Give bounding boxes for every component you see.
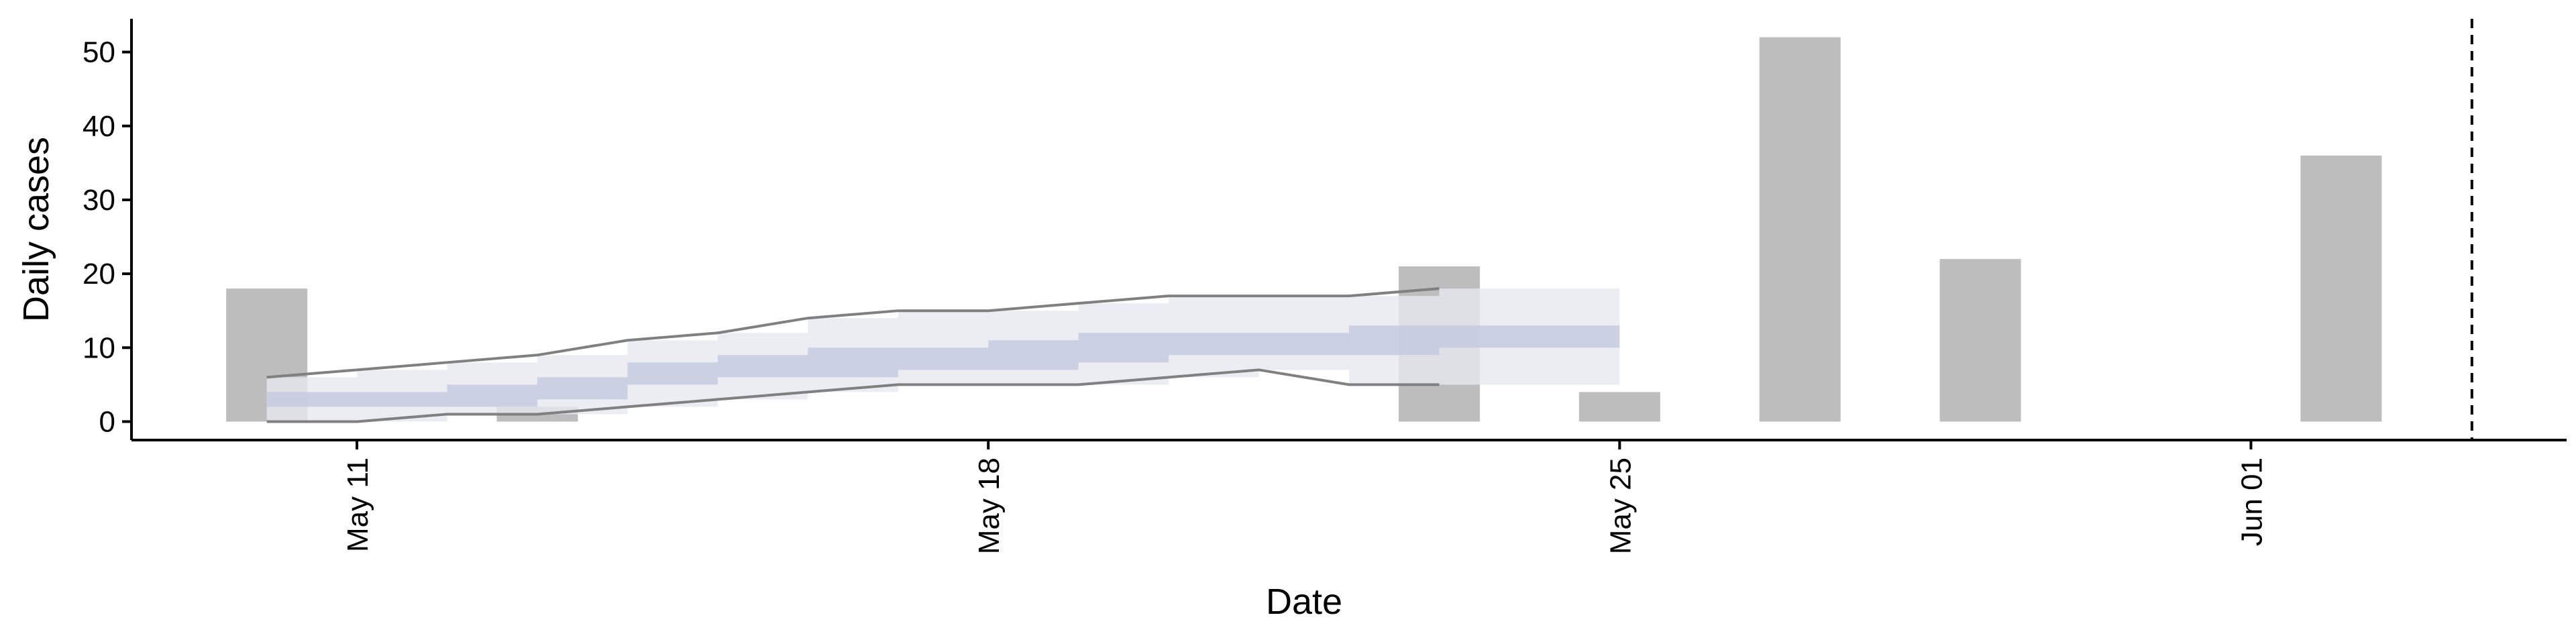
y-axis-title: Daily cases <box>16 137 56 322</box>
y-tick-label-30: 30 <box>83 184 115 217</box>
x-tick-label-2021-05-11: May 11 <box>341 458 374 552</box>
y-tick-label-20: 20 <box>83 258 115 290</box>
forecast-bands <box>266 288 1620 422</box>
x-tick-label-2021-05-18: May 18 <box>973 458 1006 554</box>
x-tick-label-2021-05-25: May 25 <box>1604 458 1637 554</box>
y-tick-label-50: 50 <box>83 36 115 69</box>
bar-2021-05-27 <box>1759 37 1841 422</box>
forecast-bound-lines <box>266 287 1440 423</box>
bar-2021-05-25 <box>1578 392 1660 422</box>
y-tick-label-10: 10 <box>83 331 115 364</box>
y-tick-label-0: 0 <box>99 405 115 438</box>
bar-2021-06-02 <box>2300 155 2382 422</box>
x-tick-label-2021-06-01: Jun 01 <box>2235 458 2268 546</box>
x-axis-title: Date <box>1266 582 1342 622</box>
axes: 0 10 20 30 40 50 May 11 May 18 May 25 Jun 01 <box>83 19 2567 554</box>
forecast-inner-band <box>266 325 1620 407</box>
forecast-lower-bound-line <box>266 368 1440 423</box>
y-tick-label-40: 40 <box>83 110 115 143</box>
forecast-upper-bound-line <box>266 287 1440 379</box>
bar-2021-05-29 <box>1939 259 2021 422</box>
